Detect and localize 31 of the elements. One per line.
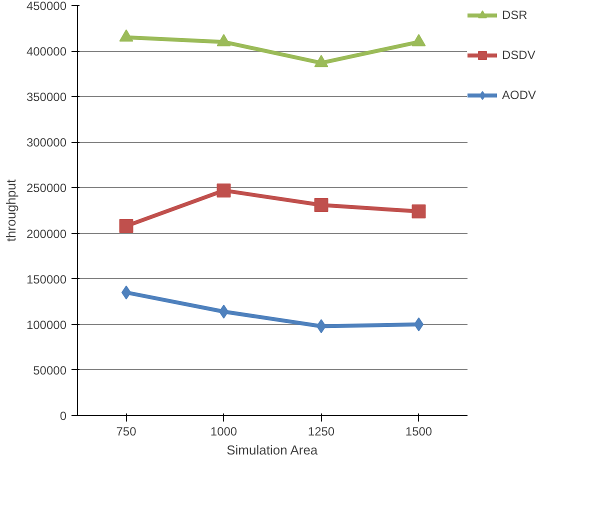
y-tick-label: 450000	[26, 0, 67, 13]
point	[414, 317, 424, 332]
point	[119, 218, 134, 233]
x-tick-label: 1500	[405, 424, 432, 438]
point	[412, 34, 426, 46]
y-tick-label: 150000	[26, 272, 67, 286]
x-tick-label: 750	[116, 424, 137, 438]
x-tick-label: 1000	[210, 424, 238, 438]
y-tick-label: 0	[60, 409, 67, 423]
point	[314, 54, 328, 68]
point	[316, 319, 326, 334]
y-tick-label: 200000	[26, 226, 67, 241]
y-axis-title: throughput	[3, 179, 18, 242]
point	[216, 183, 231, 198]
point	[121, 286, 132, 300]
y-tick-label: 300000	[26, 136, 67, 150]
point	[412, 204, 426, 218]
y-tick-label: 350000	[26, 90, 67, 104]
y-tick-label: 50000	[33, 363, 67, 378]
legend-label: AODV	[502, 88, 536, 102]
point	[314, 198, 328, 212]
y-tick-label: 400000	[26, 44, 67, 59]
x-axis-title: Simulation Area	[226, 442, 318, 458]
legend-label: DSR	[502, 8, 528, 22]
y-tick-label: 250000	[26, 181, 67, 196]
legend-label: DSDV	[502, 48, 536, 62]
y-tick-label: 100000	[26, 318, 67, 332]
x-tick-label: 1250	[308, 424, 335, 438]
point	[218, 304, 229, 319]
point	[216, 34, 231, 46]
point	[119, 29, 134, 42]
